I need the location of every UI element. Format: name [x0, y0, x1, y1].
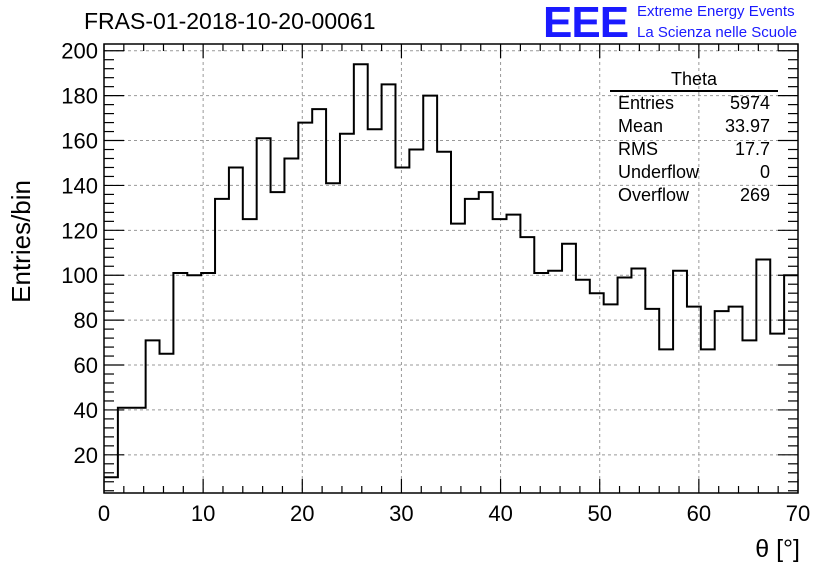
stats-label: Entries — [618, 93, 675, 113]
y-tick-label: 100 — [61, 263, 98, 288]
plot-frame — [103, 43, 799, 494]
y-tick-label: 120 — [61, 218, 98, 243]
logo-tagline-1: Extreme Energy Events — [637, 3, 795, 20]
logo-tagline-2: La Scienza nelle Scuole — [637, 24, 798, 41]
eee-logo: EEE — [543, 0, 629, 47]
stats-row-underflow: Underflow 0 — [610, 161, 778, 184]
y-tick-label: 80 — [74, 308, 98, 333]
y-axis-label: Entries/bin — [6, 180, 36, 303]
x-tick-label: 40 — [488, 501, 512, 526]
stats-label: Overflow — [618, 185, 690, 205]
x-tick-label: 0 — [98, 501, 110, 526]
y-tick-label: 140 — [61, 173, 98, 198]
histogram-series — [104, 63, 798, 479]
histogram-step-line — [104, 63, 798, 479]
stats-row-rms: RMS 17.7 — [610, 138, 778, 161]
stats-row-mean: Mean 33.97 — [610, 115, 778, 138]
stats-value: 17.7 — [734, 139, 770, 159]
y-tick-label: 40 — [74, 398, 98, 423]
y-tick-label: 60 — [74, 353, 98, 378]
y-tick-label: 160 — [61, 129, 98, 154]
y-tick-label: 180 — [61, 84, 98, 109]
axis-ticks — [103, 44, 799, 493]
x-tick-label: 70 — [786, 501, 810, 526]
x-tick-label: 50 — [587, 501, 611, 526]
stats-label: RMS — [618, 139, 658, 159]
tick-labels: 0 10 20 30 40 50 60 70 20 40 60 80 100 120 140 160 180 20… — [61, 39, 810, 526]
y-tick-label: 200 — [61, 39, 98, 64]
page-title: FRAS-01-2018-10-20-00061 — [84, 8, 376, 34]
stats-value: 269 — [739, 185, 770, 205]
stats-value: 33.97 — [724, 116, 770, 136]
stats-label: Underflow — [618, 162, 700, 182]
stats-value: 5974 — [729, 93, 770, 113]
x-axis-label: θ [°] — [755, 535, 800, 563]
x-tick-label: 30 — [389, 501, 413, 526]
stats-value: 0 — [759, 162, 770, 182]
stats-box: Theta Entries 5974 Mean 33.97 RMS 17.7 U… — [610, 68, 778, 207]
x-tick-label: 20 — [290, 501, 314, 526]
grid-lines — [104, 44, 798, 493]
x-tick-label: 60 — [687, 501, 711, 526]
stats-row-entries: Entries 5974 — [610, 92, 778, 115]
x-tick-label: 10 — [191, 501, 215, 526]
stats-box-title: Theta — [610, 68, 778, 92]
stats-label: Mean — [618, 116, 664, 136]
stats-row-overflow: Overflow 269 — [610, 184, 778, 207]
y-tick-label: 20 — [74, 443, 98, 468]
